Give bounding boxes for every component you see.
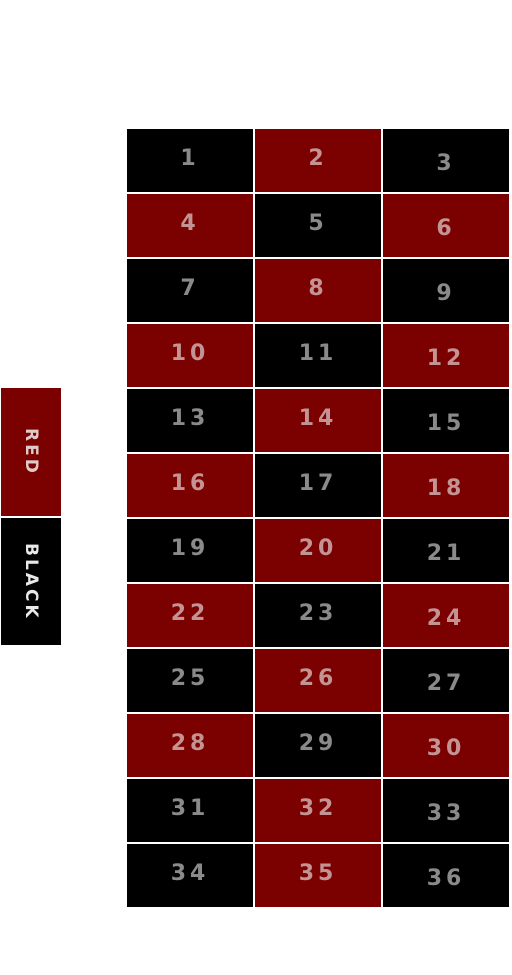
number-label: 35 [298,861,338,886]
number-cell-34[interactable]: 34 [127,844,253,907]
number-cell-5[interactable]: 5 [255,194,381,257]
number-cell-29[interactable]: 29 [255,714,381,777]
number-label: 16 [170,471,210,496]
number-label: 36 [426,866,466,891]
number-label: 22 [170,601,210,626]
number-cell-8[interactable]: 8 [255,259,381,322]
black-bet-label: BLACK [21,542,41,621]
number-label: 1 [180,146,200,171]
number-label: 10 [170,341,210,366]
number-cell-3[interactable]: 3 [383,129,509,192]
red-bet-button[interactable]: RED [1,388,61,516]
number-cell-13[interactable]: 13 [127,389,253,452]
number-label: 15 [426,411,466,436]
number-cell-19[interactable]: 19 [127,519,253,582]
number-label: 33 [426,801,466,826]
number-label: 21 [426,541,466,566]
number-label: 19 [170,536,210,561]
number-grid: 1 2 3 4 5 6 7 8 9 10 11 12 13 14 15 16 17 18 19 20 21 22 23 24 2… [127,129,509,907]
number-cell-23[interactable]: 23 [255,584,381,647]
number-cell-32[interactable]: 32 [255,779,381,842]
number-cell-22[interactable]: 22 [127,584,253,647]
number-label: 13 [170,406,210,431]
number-label: 20 [298,536,338,561]
number-cell-6[interactable]: 6 [383,194,509,257]
number-label: 6 [436,216,456,241]
number-cell-15[interactable]: 15 [383,389,509,452]
number-cell-24[interactable]: 24 [383,584,509,647]
number-cell-10[interactable]: 10 [127,324,253,387]
number-cell-16[interactable]: 16 [127,454,253,517]
number-label: 12 [426,346,466,371]
number-cell-36[interactable]: 36 [383,844,509,907]
number-cell-14[interactable]: 14 [255,389,381,452]
number-cell-2[interactable]: 2 [255,129,381,192]
number-cell-1[interactable]: 1 [127,129,253,192]
number-label: 9 [436,281,456,306]
number-cell-20[interactable]: 20 [255,519,381,582]
number-cell-35[interactable]: 35 [255,844,381,907]
number-cell-12[interactable]: 12 [383,324,509,387]
number-label: 28 [170,731,210,756]
number-cell-25[interactable]: 25 [127,649,253,712]
number-label: 3 [436,151,456,176]
number-cell-4[interactable]: 4 [127,194,253,257]
number-label: 32 [298,796,338,821]
number-cell-17[interactable]: 17 [255,454,381,517]
number-label: 8 [308,276,328,301]
number-label: 27 [426,671,466,696]
number-cell-28[interactable]: 28 [127,714,253,777]
number-cell-31[interactable]: 31 [127,779,253,842]
number-cell-9[interactable]: 9 [383,259,509,322]
number-label: 7 [180,276,200,301]
number-label: 2 [308,146,328,171]
number-label: 23 [298,601,338,626]
number-label: 24 [426,606,466,631]
number-cell-11[interactable]: 11 [255,324,381,387]
red-bet-label: RED [21,428,41,476]
number-cell-21[interactable]: 21 [383,519,509,582]
number-cell-27[interactable]: 27 [383,649,509,712]
number-label: 31 [170,796,210,821]
number-label: 11 [298,341,338,366]
number-label: 26 [298,666,338,691]
number-cell-26[interactable]: 26 [255,649,381,712]
number-cell-7[interactable]: 7 [127,259,253,322]
number-cell-18[interactable]: 18 [383,454,509,517]
black-bet-button[interactable]: BLACK [1,518,61,645]
number-label: 5 [308,211,328,236]
number-label: 14 [298,406,338,431]
number-label: 30 [426,736,466,761]
number-label: 25 [170,666,210,691]
number-cell-30[interactable]: 30 [383,714,509,777]
number-label: 4 [180,211,200,236]
number-label: 17 [298,471,338,496]
number-label: 29 [298,731,338,756]
number-cell-33[interactable]: 33 [383,779,509,842]
number-label: 34 [170,861,210,886]
number-label: 18 [426,476,466,501]
